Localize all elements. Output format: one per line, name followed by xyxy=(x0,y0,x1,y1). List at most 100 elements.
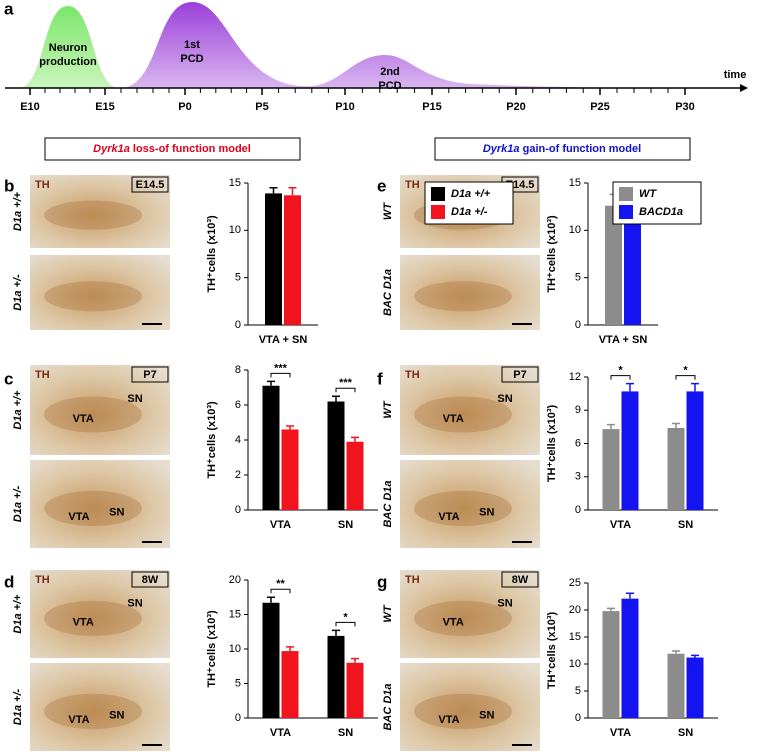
significance-bracket xyxy=(270,372,291,378)
y-tick-label: 10 xyxy=(569,658,581,670)
stain-label: TH xyxy=(35,574,50,586)
timeline-tick-label: P20 xyxy=(506,101,526,113)
significance-bracket xyxy=(610,375,631,380)
bar xyxy=(686,391,704,510)
bar xyxy=(262,385,280,510)
genotype-label: D1a +/+ xyxy=(12,191,24,231)
region-label: VTA xyxy=(443,617,464,629)
bar xyxy=(602,611,620,718)
y-tick-label: 2 xyxy=(235,469,241,481)
y-tick-label: 0 xyxy=(575,504,581,516)
y-tick-label: 15 xyxy=(569,631,581,643)
header-box xyxy=(44,137,301,161)
pcd-curve xyxy=(120,2,720,88)
y-axis-label: TH⁺cells (x10³) xyxy=(546,612,558,690)
genotype-label: BAC D1a xyxy=(382,683,394,730)
error-bar xyxy=(351,436,359,442)
y-tick-label: 12 xyxy=(569,371,581,383)
micrograph xyxy=(400,255,540,330)
timeline-tick-label: P15 xyxy=(422,101,442,113)
x-tick-label: SN xyxy=(678,519,693,531)
region-label: SN xyxy=(109,507,124,519)
legend-label: D1a +/- xyxy=(451,206,488,218)
timeline-label: 1st xyxy=(184,39,200,51)
y-tick-label: 10 xyxy=(229,643,241,655)
x-tick-label: VTA + SN xyxy=(259,334,308,346)
bar xyxy=(327,401,345,510)
y-tick-label: 0 xyxy=(235,319,241,331)
micrograph xyxy=(30,175,170,248)
error-bar xyxy=(607,607,615,612)
region-label: VTA xyxy=(68,511,89,523)
y-tick-label: 8 xyxy=(235,364,241,376)
y-tick-label: 20 xyxy=(569,604,581,616)
y-axis-label: TH⁺cells (x10³) xyxy=(206,401,218,479)
y-tick-label: 6 xyxy=(575,437,581,449)
x-tick-label: SN xyxy=(338,727,353,739)
y-tick-label: 0 xyxy=(235,504,241,516)
stage-box xyxy=(131,366,169,383)
genotype-label: D1a +/+ xyxy=(12,594,24,634)
stage-box xyxy=(131,176,169,193)
genotype-label: BAC D1a xyxy=(382,480,394,527)
error-bar xyxy=(672,422,680,428)
bar xyxy=(624,218,641,325)
significance-label: * xyxy=(618,365,623,377)
bar xyxy=(686,657,704,718)
region-label: VTA xyxy=(68,714,89,726)
genotype-label: BAC D1a xyxy=(382,269,394,316)
genotype-label: D1a +/- xyxy=(12,485,24,522)
tissue-stain xyxy=(414,396,512,433)
error-bar xyxy=(607,423,615,430)
region-label: SN xyxy=(497,393,512,405)
error-bar xyxy=(267,596,275,603)
stage-label: P7 xyxy=(513,369,526,381)
gene-name: Dyrk1a xyxy=(483,143,520,155)
tissue-stain xyxy=(44,600,142,637)
stain-label: TH xyxy=(35,369,50,381)
micrograph xyxy=(30,663,170,751)
stage-label: 8W xyxy=(142,574,159,586)
stage-box xyxy=(501,366,539,383)
micrograph xyxy=(400,365,540,455)
y-tick-label: 0 xyxy=(575,319,581,331)
region-label: SN xyxy=(127,597,142,609)
model-header: Dyrk1a gain-of function model xyxy=(483,143,641,155)
x-tick-label: VTA xyxy=(270,519,291,531)
tissue-stain xyxy=(44,396,142,433)
bar xyxy=(346,662,364,718)
panel-letter: e xyxy=(377,176,386,195)
bar xyxy=(265,193,282,325)
error-bar xyxy=(351,657,359,663)
error-bar xyxy=(286,646,294,652)
timeline-tick-label: P0 xyxy=(178,101,191,113)
y-tick-label: 0 xyxy=(575,712,581,724)
tissue-stain xyxy=(44,281,142,312)
y-tick-label: 25 xyxy=(569,577,581,589)
error-bar xyxy=(332,395,340,402)
timeline-tick-label: E15 xyxy=(95,101,115,113)
bar xyxy=(667,427,685,510)
error-bar xyxy=(691,654,699,658)
significance-bracket xyxy=(270,588,291,594)
x-tick-label: SN xyxy=(678,727,693,739)
timeline-label: PCD xyxy=(180,53,203,65)
tissue-stain xyxy=(44,490,142,526)
region-label: VTA xyxy=(443,413,464,425)
error-bar xyxy=(691,382,699,392)
y-tick-label: 9 xyxy=(575,404,581,416)
region-label: SN xyxy=(497,597,512,609)
significance-label: *** xyxy=(339,377,353,389)
bar xyxy=(281,651,299,718)
significance-bracket xyxy=(675,375,696,380)
y-tick-label: 15 xyxy=(229,177,241,189)
panel-letter: g xyxy=(377,572,387,591)
y-tick-label: 5 xyxy=(575,685,581,697)
stage-box xyxy=(501,571,539,588)
error-bar xyxy=(626,592,634,599)
timeline-label: production xyxy=(39,56,97,68)
timeline-label: PCD xyxy=(378,80,401,92)
region-label: VTA xyxy=(73,413,94,425)
y-tick-label: 0 xyxy=(235,712,241,724)
panel-letter: d xyxy=(4,572,14,591)
